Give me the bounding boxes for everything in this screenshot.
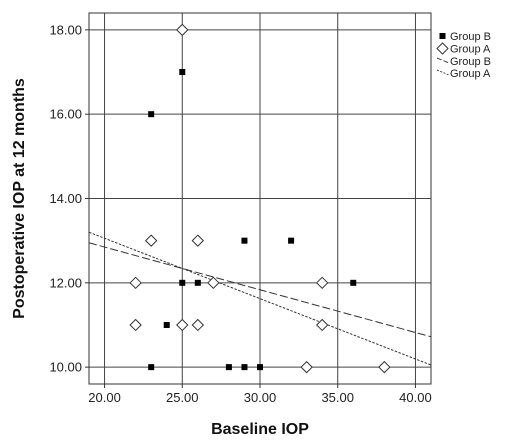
fit-line-layer (89, 231, 431, 366)
x-axis-title: Baseline IOP (211, 421, 309, 438)
fit-line-short-dash (89, 231, 431, 366)
y-tick-label: 14.00 (49, 191, 82, 206)
legend-label: Group A (450, 44, 491, 56)
data-point-layer (129, 23, 391, 374)
data-point-square (288, 237, 295, 244)
legend-swatch-short-dash-line (436, 69, 450, 76)
data-point-square (350, 279, 357, 286)
data-point-diamond (300, 360, 313, 374)
data-point-diamond (144, 234, 158, 247)
data-point-square (179, 69, 186, 76)
legend-item-group-a-points: Group A (436, 42, 491, 56)
y-tick-label: 18.00 (49, 22, 82, 37)
grid-layer (89, 13, 431, 384)
data-point-square (179, 279, 186, 286)
fit-line-long-dash (89, 242, 431, 338)
x-tick-label: 30.00 (244, 390, 277, 405)
data-point-square (163, 321, 170, 328)
y-tick-label: 16.00 (49, 107, 82, 122)
legend-label: Group B (450, 56, 491, 68)
x-tick-label: 25.00 (166, 390, 199, 405)
tick-label-layer: 20.00 25.00 30.00 35.00 40.00 10.00 12.00 14.00… (49, 22, 431, 405)
data-point-diamond (176, 318, 189, 332)
data-point-square (241, 364, 248, 371)
legend-swatch-open-diamond (436, 42, 449, 55)
data-point-square (225, 364, 232, 371)
x-tick-label: 20.00 (88, 390, 121, 405)
y-axis-title: Postoperative IOP at 12 months (11, 78, 28, 319)
data-point-square (257, 364, 263, 371)
y-tick-label: 10.00 (49, 360, 82, 375)
x-tick-label: 40.00 (399, 390, 432, 405)
y-tick-label: 12.00 (49, 275, 82, 290)
data-point-diamond (207, 276, 220, 290)
legend-item-group-b-fit: Group B (436, 56, 491, 68)
legend-item-group-a-fit: Group A (436, 68, 491, 80)
legend-swatch-long-dash-line (436, 57, 450, 64)
data-point-diamond (129, 318, 142, 332)
data-point-square (241, 237, 248, 244)
data-point-diamond (315, 276, 329, 290)
x-tick-label: 35.00 (321, 390, 354, 405)
data-point-square (194, 279, 201, 286)
legend-label: Group B (450, 31, 491, 43)
data-point-diamond (129, 276, 142, 290)
legend-label: Group A (450, 68, 491, 80)
legend-swatch-filled-square (439, 33, 446, 39)
legend: Group B Group A Group B Group A (436, 31, 491, 80)
data-point-square (148, 364, 155, 371)
data-point-diamond (378, 360, 391, 374)
legend-item-group-b-points: Group B (439, 31, 491, 43)
data-point-diamond (191, 318, 205, 332)
data-point-diamond (315, 318, 329, 332)
data-point-diamond (191, 234, 205, 247)
data-point-square (148, 111, 155, 118)
data-point-diamond (176, 23, 189, 37)
